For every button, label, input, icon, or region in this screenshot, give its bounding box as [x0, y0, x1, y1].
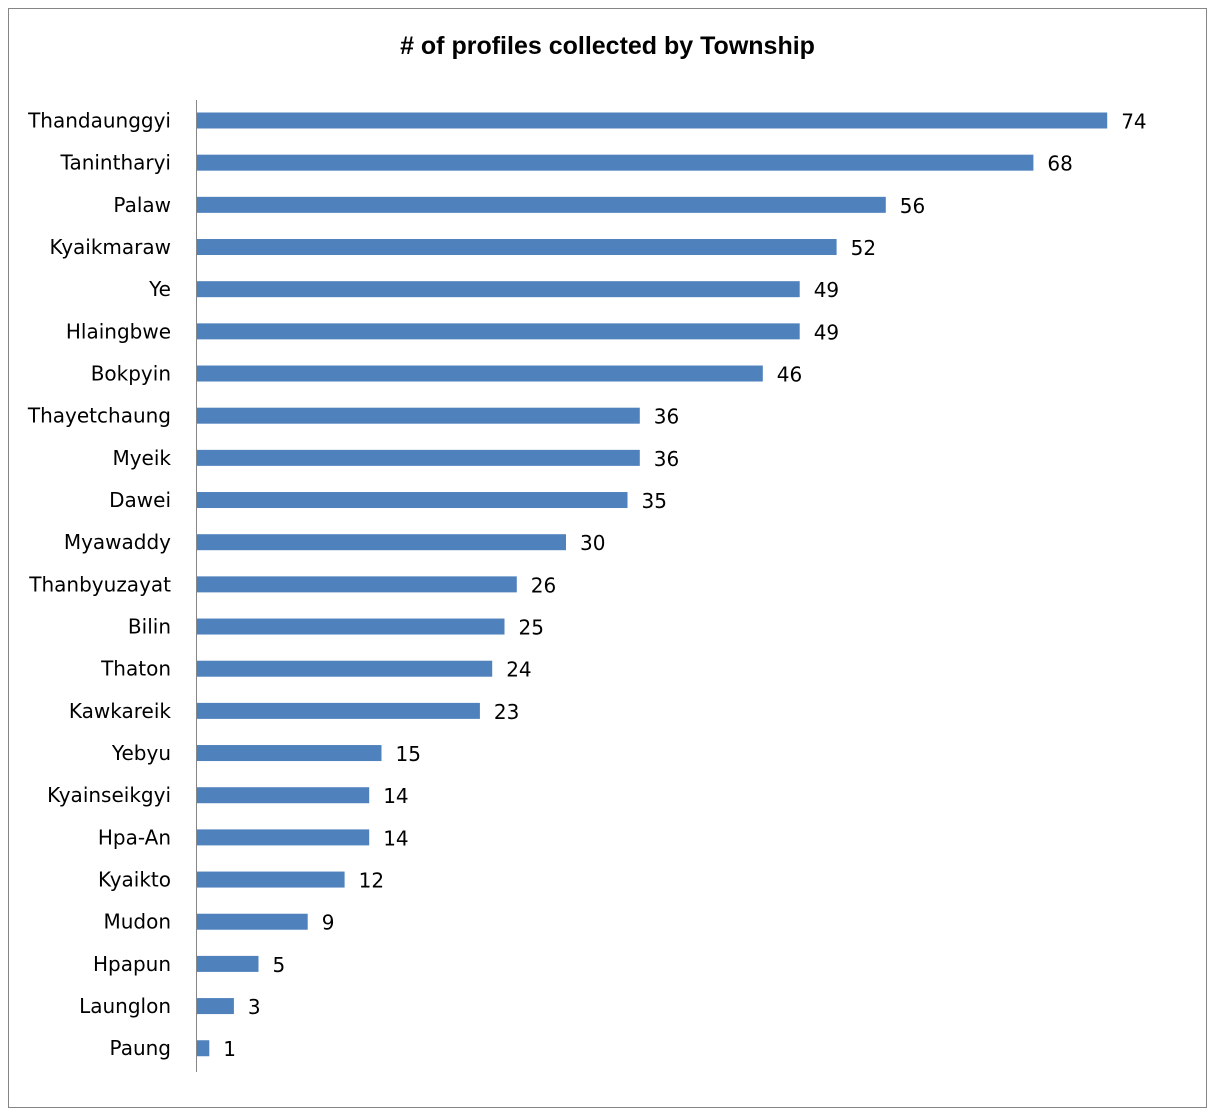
category-label: Kyaikmaraw: [50, 235, 171, 259]
bar-kawkareik: [197, 702, 480, 719]
data-label: 14: [383, 784, 408, 808]
bar-ye: [197, 281, 800, 298]
data-label: 25: [519, 616, 544, 640]
category-label: Thayetchaung: [27, 404, 171, 428]
data-label: 26: [531, 573, 556, 597]
data-label: 49: [814, 320, 839, 344]
bar-palaw: [197, 196, 886, 213]
data-label: 12: [359, 869, 384, 893]
category-label: Thanbyuzayat: [28, 572, 171, 596]
category-label: Thaton: [100, 657, 171, 681]
data-label: 15: [396, 742, 421, 766]
data-label: 74: [1121, 110, 1146, 134]
data-label: 36: [654, 447, 679, 471]
category-label: Mudon: [103, 910, 171, 934]
bar-myeik: [197, 449, 640, 466]
data-label: 35: [642, 489, 667, 513]
data-label: 9: [322, 911, 335, 935]
category-label: Kawkareik: [69, 699, 172, 723]
chart-title: # of profiles collected by Township: [400, 32, 815, 60]
data-label: 14: [383, 826, 408, 850]
category-label: Hpapun: [93, 952, 171, 976]
bar-myawaddy: [197, 534, 566, 551]
bar-thayetchaung: [197, 407, 640, 424]
data-label: 24: [506, 658, 531, 682]
bar-bilin: [197, 618, 505, 635]
data-label: 52: [851, 236, 876, 260]
data-label: 3: [248, 995, 261, 1019]
bar-thanbyuzayat: [197, 576, 517, 593]
bar-thandaunggyi: [197, 112, 1108, 129]
data-label: 30: [580, 531, 605, 555]
data-label: 23: [494, 700, 519, 724]
category-label: Launglon: [79, 994, 171, 1018]
category-label: Myawaddy: [64, 530, 171, 554]
category-label: Myeik: [112, 446, 171, 470]
value-labels-group: 74 68 56 52 49 49 46 36 36 35 30 26 25 24 23 15 14 14 12 9 5…: [223, 110, 1146, 1062]
data-label: 68: [1047, 152, 1072, 176]
category-label: Yebyu: [111, 741, 171, 765]
category-label: Kyaikto: [98, 868, 171, 892]
category-label: Palaw: [113, 193, 171, 217]
bar-launglon: [197, 998, 234, 1015]
bar-kyaikmaraw: [197, 239, 837, 256]
category-label: Bokpyin: [91, 362, 171, 386]
data-label: 1: [223, 1037, 236, 1061]
bar-bokpyin: [197, 365, 763, 382]
bar-dawei: [197, 492, 628, 509]
category-label: Hpa-An: [98, 825, 171, 849]
bar-yebyu: [197, 745, 382, 762]
category-label: Paung: [110, 1036, 171, 1060]
category-labels-group: Thandaunggyi Tanintharyi Palaw Kyaikmaraw Ye…: [27, 109, 172, 1061]
bar-tanintharyi: [197, 154, 1034, 171]
bar-kyaikto: [197, 871, 345, 888]
data-label: 56: [900, 194, 925, 218]
bar-paung: [197, 1040, 210, 1057]
bars-group: [197, 112, 1108, 1057]
bar-hpapun: [197, 955, 259, 972]
bar-hpa-an: [197, 829, 370, 846]
category-label: Thandaunggyi: [27, 109, 171, 133]
data-label: 49: [814, 278, 839, 302]
data-label: 36: [654, 405, 679, 429]
data-label: 46: [777, 363, 802, 387]
bar-thaton: [197, 660, 493, 677]
category-label: Bilin: [128, 615, 171, 639]
category-label: Tanintharyi: [60, 151, 171, 175]
bar-kyainseikgyi: [197, 787, 370, 804]
category-label: Ye: [148, 277, 171, 301]
category-label: Hlaingbwe: [66, 319, 171, 343]
category-label: Dawei: [109, 488, 171, 512]
category-label: Kyainseikgyi: [47, 783, 171, 807]
bar-mudon: [197, 913, 308, 930]
bar-hlaingbwe: [197, 323, 800, 340]
data-label: 5: [273, 953, 286, 977]
